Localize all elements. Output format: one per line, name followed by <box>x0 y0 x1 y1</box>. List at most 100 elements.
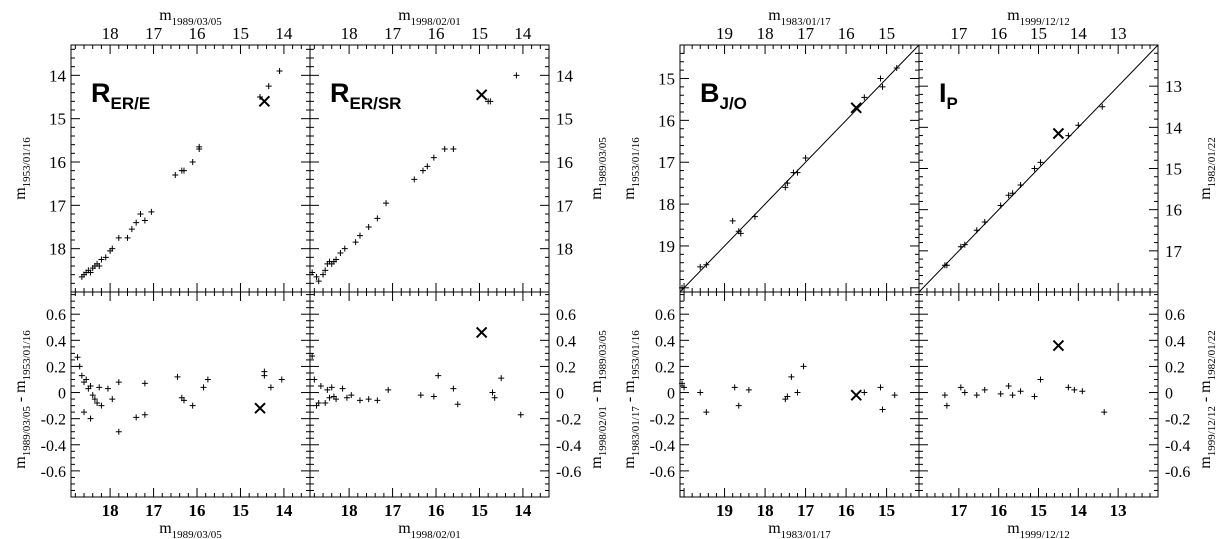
lower-data-point <box>115 379 122 386</box>
top-x-tick-label: 14 <box>1070 24 1088 43</box>
lower-data-point <box>81 409 88 416</box>
bottom-x-tick-label: 15 <box>878 501 895 520</box>
lower-data-point <box>315 399 322 406</box>
bottom-x-tick-label: 14 <box>1070 501 1088 520</box>
upper-data-point <box>973 227 980 234</box>
top-x-axis-label: m1998/02/01 <box>398 7 461 28</box>
top-x-tick-label: 14 <box>275 24 293 43</box>
lower-y-tick-label: -0.4 <box>556 438 581 455</box>
lower-y-axis-label: m1999/12/12 - m1982/01/22 <box>1197 330 1217 468</box>
top-x-tick-label: 15 <box>232 24 249 43</box>
lower-data-point <box>1071 386 1078 393</box>
upper-data-point <box>794 169 801 176</box>
top-x-tick-label: 16 <box>990 24 1007 43</box>
upper-data-point <box>957 243 964 250</box>
lower-plot-frame <box>70 291 311 498</box>
lower-data-point <box>957 384 964 391</box>
bottom-x-axis-label: m1999/12/12 <box>1007 520 1070 539</box>
upper-data-point <box>374 215 381 222</box>
lower-y-tick-label: -0.2 <box>650 412 675 429</box>
upper-data-point <box>1009 190 1016 197</box>
top-x-tick-label: 15 <box>1030 24 1047 43</box>
upper-cross-marker <box>258 95 271 108</box>
upper-data-point <box>313 273 320 280</box>
upper-data-point <box>96 263 103 269</box>
upper-y-tick-label: 19 <box>658 237 675 256</box>
lower-data-point <box>943 402 950 409</box>
lower-data-point <box>1079 388 1086 395</box>
upper-data-point <box>893 65 900 72</box>
lower-y-tick-label: -0.2 <box>41 412 66 429</box>
upper-data-point <box>1017 181 1024 188</box>
upper-data-point <box>1075 122 1082 129</box>
lower-data-point <box>141 411 148 418</box>
lower-cross-marker <box>254 402 266 414</box>
upper-data-point <box>450 146 457 152</box>
lower-y-tick-label: -0.6 <box>1165 464 1190 481</box>
upper-data-point <box>703 261 710 268</box>
upper-data-point <box>861 94 868 101</box>
lower-data-point <box>78 372 85 379</box>
lower-y-tick-label: 0 <box>667 386 675 403</box>
top-x-tick-label: 17 <box>145 24 163 43</box>
identity-line <box>918 44 1159 293</box>
lower-data-point <box>879 406 886 413</box>
lower-data-point <box>697 389 704 396</box>
lower-data-point <box>267 384 274 391</box>
lower-y-axis-label: m1998/02/01 - m1989/03/05 <box>588 330 609 469</box>
lower-cross-marker <box>1052 339 1065 352</box>
bottom-x-tick-label: 18 <box>757 501 774 520</box>
identity-line <box>679 44 920 293</box>
upper-cross-marker <box>475 89 488 101</box>
upper-data-point <box>309 269 316 276</box>
lower-y-tick-label: 0.4 <box>1165 333 1185 350</box>
upper-y-axis-label: m1982/01/22 <box>1197 137 1217 200</box>
lower-data-point <box>96 384 103 391</box>
lower-data-point <box>309 352 316 359</box>
bottom-x-tick-label: 15 <box>1030 501 1047 520</box>
lower-data-point <box>861 389 868 396</box>
panel-label: RER/SR <box>330 78 401 113</box>
upper-y-tick-label: 17 <box>556 196 574 215</box>
lower-data-point <box>87 383 94 390</box>
upper-data-point <box>133 219 140 226</box>
upper-y-axis-label: m1989/03/05 <box>588 137 609 200</box>
top-x-tick-label: 18 <box>757 24 774 43</box>
lower-y-tick-label: 0.2 <box>655 359 675 376</box>
bottom-x-axis-label: m1998/02/01 <box>398 520 461 539</box>
upper-data-point <box>124 234 131 241</box>
panel-label: IP <box>939 78 958 113</box>
lower-data-point <box>261 372 268 379</box>
lower-y-tick-label: -0.4 <box>41 438 66 455</box>
lower-data-point <box>189 402 196 409</box>
lower-data-point <box>322 399 329 406</box>
bottom-x-tick-label: 16 <box>838 501 855 520</box>
top-x-tick-label: 16 <box>838 24 855 43</box>
lower-data-point <box>180 397 187 404</box>
upper-data-point <box>961 241 968 248</box>
lower-data-point <box>788 373 795 380</box>
lower-data-point <box>961 389 968 396</box>
lower-data-point <box>109 396 116 403</box>
lower-data-point <box>891 392 898 399</box>
upper-data-point <box>276 68 283 74</box>
lower-y-tick-label: 0.2 <box>556 359 576 376</box>
lower-data-point <box>430 393 437 400</box>
upper-data-point <box>320 271 327 278</box>
lower-data-point <box>1017 388 1024 395</box>
upper-data-point <box>1005 192 1012 199</box>
top-x-tick-label: 16 <box>428 24 445 43</box>
upper-y-tick-label: 16 <box>658 111 675 130</box>
upper-y-tick-label: 14 <box>49 66 67 85</box>
upper-y-tick-label: 18 <box>49 240 66 259</box>
lower-data-point <box>517 411 524 418</box>
lower-data-point <box>997 390 1004 397</box>
bottom-x-tick-label: 18 <box>102 501 119 520</box>
bottom-x-axis-label: m1983/01/17 <box>768 520 831 539</box>
top-x-tick-label: 14 <box>514 24 532 43</box>
lower-data-point <box>489 389 496 396</box>
upper-data-point <box>337 250 344 256</box>
lower-y-tick-label: -0.4 <box>1165 438 1190 455</box>
lower-data-point <box>679 380 686 387</box>
lower-data-point <box>731 384 738 391</box>
